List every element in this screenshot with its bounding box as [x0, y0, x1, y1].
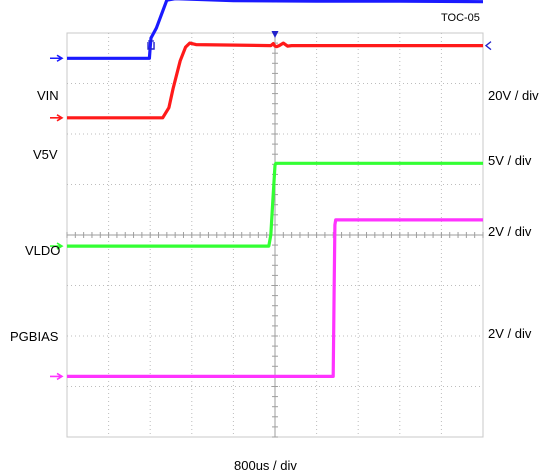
scale-label-vin: 20V / div — [488, 88, 539, 103]
scale-label-pgbias: 2V / div — [488, 326, 532, 341]
trigger-event-marker — [147, 42, 155, 50]
trace-vin — [67, 0, 484, 60]
trigger-marker-layer — [147, 31, 492, 51]
trace-layer — [67, 0, 484, 378]
trace-label-vldo: VLDO — [25, 243, 61, 258]
trace-v5v — [67, 41, 483, 120]
ground-marker-pgbias — [50, 372, 64, 381]
graticule-grid — [66, 32, 484, 438]
ground-marker-vldo — [50, 242, 64, 250]
trace-pgbias — [67, 218, 483, 378]
trace-label-vin: VIN — [37, 88, 59, 103]
scale-label-v5v: 5V / div — [488, 153, 532, 168]
figure-id-label: TOC-05 — [441, 12, 480, 24]
trigger-level-marker — [484, 41, 492, 51]
trace-label-v5v: V5V — [33, 147, 58, 162]
ground-marker-v5v — [50, 114, 64, 122]
trace-vldo — [67, 161, 483, 248]
trigger-position-marker — [271, 31, 279, 38]
trace-label-pgbias: PGBIAS — [10, 329, 59, 344]
x-axis-label: 800us / div — [234, 458, 297, 473]
ground-marker-layer — [50, 54, 64, 381]
ground-marker-vin — [50, 54, 64, 62]
scale-label-vldo: 2V / div — [488, 224, 532, 239]
